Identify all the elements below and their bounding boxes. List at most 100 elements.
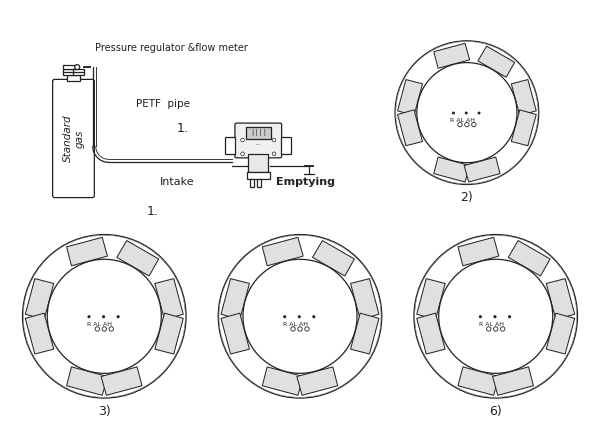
Bar: [63, 69, 84, 75]
Circle shape: [102, 327, 106, 331]
Circle shape: [272, 138, 276, 142]
FancyBboxPatch shape: [463, 298, 529, 321]
Text: ...: ...: [256, 141, 261, 146]
Polygon shape: [464, 157, 500, 182]
Polygon shape: [458, 367, 499, 395]
Bar: [63, 65, 74, 69]
Text: PETF  pipe: PETF pipe: [136, 99, 190, 109]
Circle shape: [47, 259, 161, 374]
Circle shape: [494, 316, 496, 318]
Circle shape: [272, 152, 276, 156]
Circle shape: [291, 327, 295, 331]
Polygon shape: [221, 313, 250, 354]
Polygon shape: [262, 237, 303, 266]
Bar: [226, 137, 235, 154]
Circle shape: [241, 152, 244, 156]
Text: 6): 6): [490, 405, 502, 418]
Circle shape: [414, 235, 577, 398]
Circle shape: [218, 235, 382, 398]
Polygon shape: [434, 43, 470, 68]
Polygon shape: [417, 313, 445, 354]
Polygon shape: [221, 279, 250, 319]
Polygon shape: [546, 279, 575, 319]
Polygon shape: [101, 367, 142, 395]
Text: Standard
gas: Standard gas: [62, 114, 84, 162]
Circle shape: [117, 316, 119, 318]
FancyBboxPatch shape: [267, 298, 333, 321]
Polygon shape: [458, 237, 499, 266]
Text: Emptying: Emptying: [277, 177, 335, 187]
Text: R AL AH: R AL AH: [451, 118, 475, 123]
Circle shape: [509, 316, 511, 318]
Circle shape: [103, 316, 104, 318]
Polygon shape: [493, 367, 533, 395]
Polygon shape: [67, 367, 107, 395]
Circle shape: [395, 41, 538, 184]
Polygon shape: [398, 110, 422, 146]
Circle shape: [243, 259, 357, 374]
Circle shape: [396, 42, 538, 184]
Polygon shape: [117, 240, 158, 276]
Circle shape: [439, 259, 553, 374]
Polygon shape: [67, 237, 107, 266]
Circle shape: [472, 123, 476, 127]
Circle shape: [88, 316, 90, 318]
Text: 3): 3): [98, 405, 110, 418]
Circle shape: [75, 64, 80, 70]
Polygon shape: [25, 279, 54, 319]
Circle shape: [298, 316, 300, 318]
Polygon shape: [417, 279, 445, 319]
Polygon shape: [25, 313, 54, 354]
Bar: [247, 172, 269, 179]
FancyBboxPatch shape: [438, 96, 496, 117]
Circle shape: [466, 112, 467, 114]
FancyBboxPatch shape: [235, 123, 281, 158]
Circle shape: [23, 235, 185, 397]
Text: Intake: Intake: [160, 177, 194, 187]
Circle shape: [465, 123, 469, 127]
Polygon shape: [350, 313, 379, 354]
Text: 2): 2): [461, 191, 473, 204]
Bar: [257, 179, 262, 187]
Text: 1.: 1.: [177, 122, 189, 135]
Circle shape: [478, 112, 480, 114]
Circle shape: [219, 235, 381, 397]
Polygon shape: [508, 240, 550, 276]
Circle shape: [109, 327, 113, 331]
Circle shape: [305, 327, 309, 331]
Polygon shape: [434, 157, 470, 182]
Polygon shape: [511, 110, 536, 146]
Polygon shape: [350, 279, 379, 319]
Bar: [250, 179, 254, 187]
Polygon shape: [478, 46, 515, 77]
Text: R AL AH: R AL AH: [283, 322, 308, 327]
Circle shape: [453, 112, 454, 114]
FancyBboxPatch shape: [245, 126, 271, 139]
Text: Pressure regulator &flow meter: Pressure regulator &flow meter: [95, 43, 248, 53]
Circle shape: [479, 316, 481, 318]
Polygon shape: [398, 80, 422, 115]
Text: ||||: ||||: [250, 129, 267, 136]
Bar: [248, 154, 268, 172]
FancyBboxPatch shape: [53, 79, 94, 198]
Circle shape: [284, 316, 286, 318]
Text: R AL AH: R AL AH: [87, 322, 112, 327]
Circle shape: [415, 235, 577, 397]
Bar: [281, 137, 291, 154]
Bar: [67, 75, 80, 81]
FancyBboxPatch shape: [71, 298, 137, 321]
Circle shape: [417, 63, 517, 163]
Circle shape: [494, 327, 498, 331]
Circle shape: [313, 316, 315, 318]
Text: R AL AH: R AL AH: [479, 322, 503, 327]
Polygon shape: [155, 313, 183, 354]
Polygon shape: [155, 279, 183, 319]
Text: 1.: 1.: [147, 205, 159, 218]
Polygon shape: [511, 80, 536, 115]
Polygon shape: [297, 367, 338, 395]
Circle shape: [23, 235, 186, 398]
Circle shape: [458, 123, 462, 127]
Circle shape: [95, 327, 100, 331]
Polygon shape: [262, 367, 303, 395]
Circle shape: [298, 327, 302, 331]
